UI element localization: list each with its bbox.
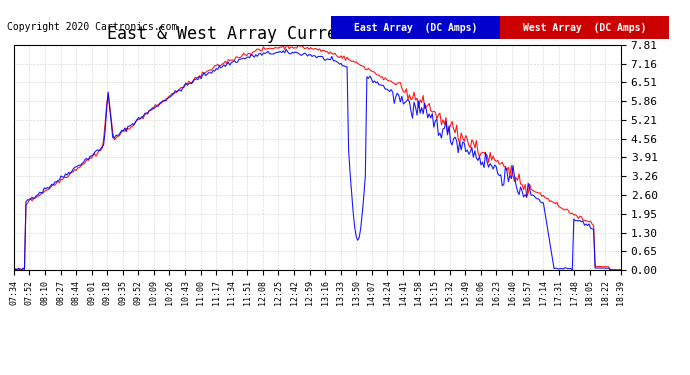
- Text: East Array  (DC Amps): East Array (DC Amps): [354, 23, 477, 33]
- Text: Copyright 2020 Cartronics.com: Copyright 2020 Cartronics.com: [7, 22, 177, 32]
- Title: East & West Array Current Tue Mar 10 18:54: East & West Array Current Tue Mar 10 18:…: [108, 26, 527, 44]
- Text: West Array  (DC Amps): West Array (DC Amps): [523, 23, 647, 33]
